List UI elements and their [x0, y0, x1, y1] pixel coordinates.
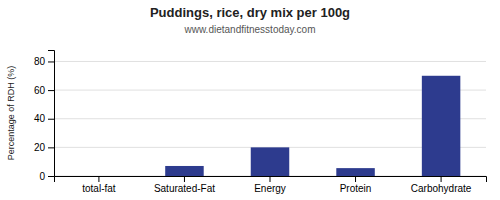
tick-mark: [270, 176, 271, 182]
tick-mark: [48, 147, 54, 148]
bar: [251, 147, 289, 176]
tick: 0: [39, 171, 54, 182]
bar: [422, 76, 460, 176]
tick-label: 80: [34, 56, 46, 67]
grid-line: [54, 118, 486, 119]
tick: total-fat: [82, 176, 116, 194]
tick-mark: [48, 90, 54, 91]
y-axis-title: Percentage of RDH (%): [6, 66, 16, 161]
grid-line: [54, 90, 486, 91]
tick: Energy: [254, 176, 286, 194]
tick-label: Saturated-Fat: [154, 183, 215, 194]
tick-label: Protein: [340, 183, 372, 194]
tick-mark: [98, 176, 99, 182]
bar: [80, 176, 118, 177]
tick-label: 20: [34, 142, 46, 153]
tick-label: 40: [34, 113, 46, 124]
grid: [54, 61, 486, 176]
tick: Protein: [340, 176, 372, 194]
tick: 20: [34, 142, 54, 153]
tick-mark: [184, 176, 185, 182]
tick-mark: [48, 176, 54, 177]
bar: [165, 166, 203, 176]
axis-line: [48, 51, 55, 177]
tick-mark: [441, 176, 442, 182]
tick-label: Carbohydrate: [411, 183, 472, 194]
y-axis: 0 20 40 60 80: [34, 51, 55, 182]
tick-mark: [355, 176, 356, 182]
tick-label: 0: [39, 171, 45, 182]
tick: 80: [34, 56, 54, 67]
axis-line: [55, 177, 487, 183]
bar: [336, 168, 374, 176]
tick: Carbohydrate: [411, 176, 472, 194]
tick-mark: [48, 61, 54, 62]
grid-line: [54, 61, 486, 62]
tick: Saturated-Fat: [154, 176, 215, 194]
tick-label: 60: [34, 85, 46, 96]
marks: [165, 76, 460, 176]
x-axis: total-fat Saturated-Fat Energy Protein Carbo…: [55, 176, 487, 194]
chart: Puddings, rice, dry mix per 100g www.diet…: [0, 0, 500, 200]
tick-label: total-fat: [82, 183, 116, 194]
tick-mark: [48, 119, 54, 120]
title: Puddings, rice, dry mix per 100g: [150, 5, 350, 20]
subtitle: www.dietandfitnesstoday.com: [184, 24, 316, 35]
tick: 40: [34, 113, 54, 124]
tick-label: Energy: [254, 183, 286, 194]
plot: total-fat Saturated-Fat Energy Protein Carbo…: [34, 51, 487, 195]
tick: 60: [34, 85, 54, 96]
